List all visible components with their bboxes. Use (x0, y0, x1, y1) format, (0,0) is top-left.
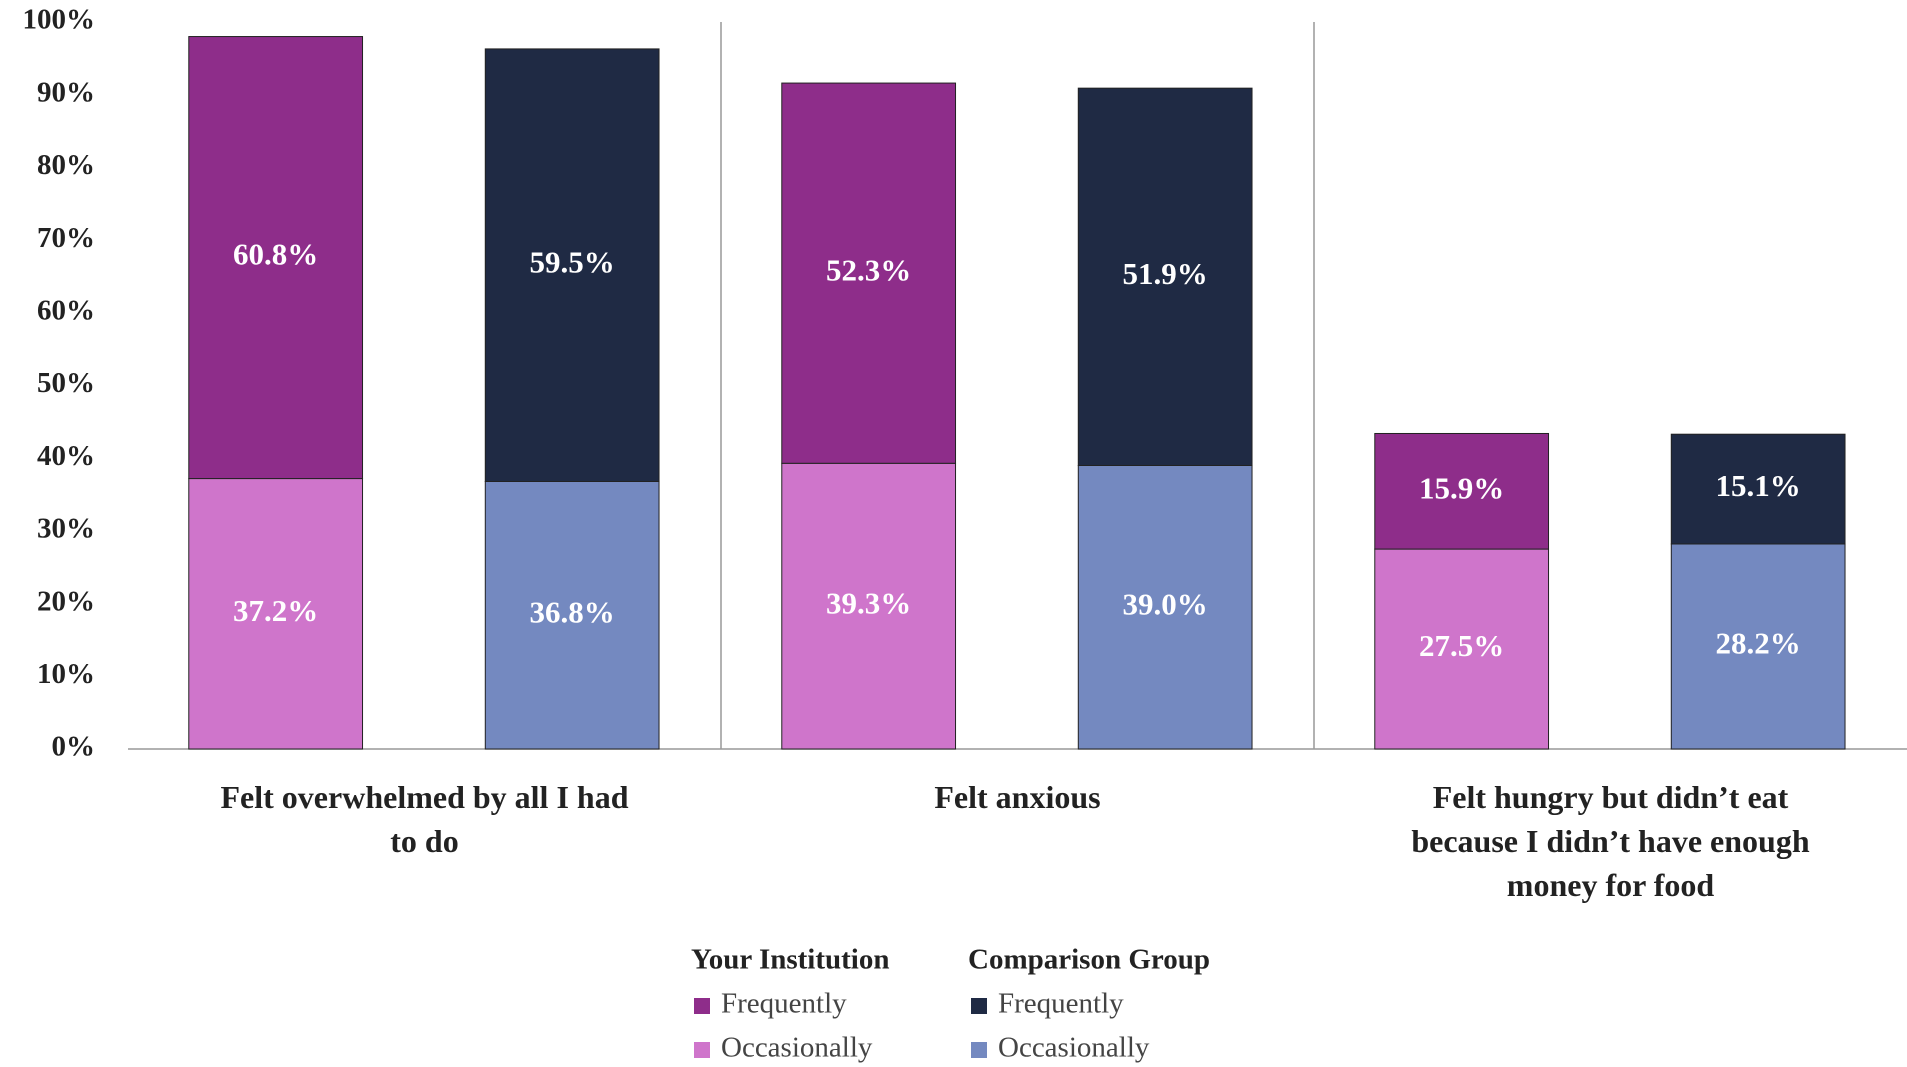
bar-segment (1374, 548, 1550, 750)
legend-swatch (694, 1042, 710, 1058)
y-tick-label: 10% (37, 658, 95, 690)
bar-segment (781, 82, 957, 464)
legend-swatch (971, 1042, 987, 1058)
bar-segment (188, 36, 364, 480)
value-label: 59.5% (530, 244, 615, 279)
value-label: 52.3% (826, 252, 911, 287)
x-tick-label: Felt hungry but didn’t eat because I did… (1411, 779, 1810, 903)
y-tick-label: 40% (37, 440, 95, 472)
bar-segment (1077, 87, 1253, 466)
value-label: 28.2% (1716, 626, 1801, 661)
value-label: 39.3% (826, 585, 911, 620)
value-label: 51.9% (1123, 256, 1208, 291)
value-label: 36.8% (530, 594, 615, 629)
value-label: 39.0% (1123, 586, 1208, 621)
y-tick-label: 50% (37, 367, 95, 399)
legend-label: Frequently (998, 988, 1124, 1020)
bar-segment (1670, 543, 1846, 750)
legend-group-title: Comparison Group (968, 944, 1210, 976)
legend-swatch (694, 998, 710, 1014)
bar-segment (484, 48, 660, 482)
bar-segment (1374, 432, 1550, 550)
legend-swatch (971, 998, 987, 1014)
y-tick-label: 80% (37, 149, 95, 181)
legend-group-title: Your Institution (691, 944, 890, 976)
legend-label: Occasionally (998, 1032, 1150, 1064)
legend-label: Occasionally (721, 1032, 873, 1064)
y-tick-label: 100% (23, 4, 96, 36)
legend-label: Frequently (721, 988, 847, 1020)
value-label: 60.8% (233, 237, 318, 272)
y-tick-label: 70% (37, 222, 95, 254)
bar-segment (1077, 464, 1253, 750)
x-tick-label: Felt overwhelmed by all I had to do (220, 779, 629, 859)
value-label: 15.1% (1716, 468, 1801, 503)
bar-segment (781, 462, 957, 750)
y-tick-label: 20% (37, 585, 95, 617)
y-tick-label: 30% (37, 513, 95, 545)
value-label: 37.2% (233, 593, 318, 628)
y-tick-label: 60% (37, 294, 95, 326)
x-tick-label: Felt anxious (934, 779, 1101, 815)
value-label: 15.9% (1419, 470, 1504, 505)
bar-segment (484, 480, 660, 750)
bar-segment (188, 478, 364, 750)
value-label: 27.5% (1419, 628, 1504, 663)
y-tick-label: 90% (37, 76, 95, 108)
y-tick-label: 0% (52, 731, 96, 763)
bar-segment (1670, 433, 1846, 545)
